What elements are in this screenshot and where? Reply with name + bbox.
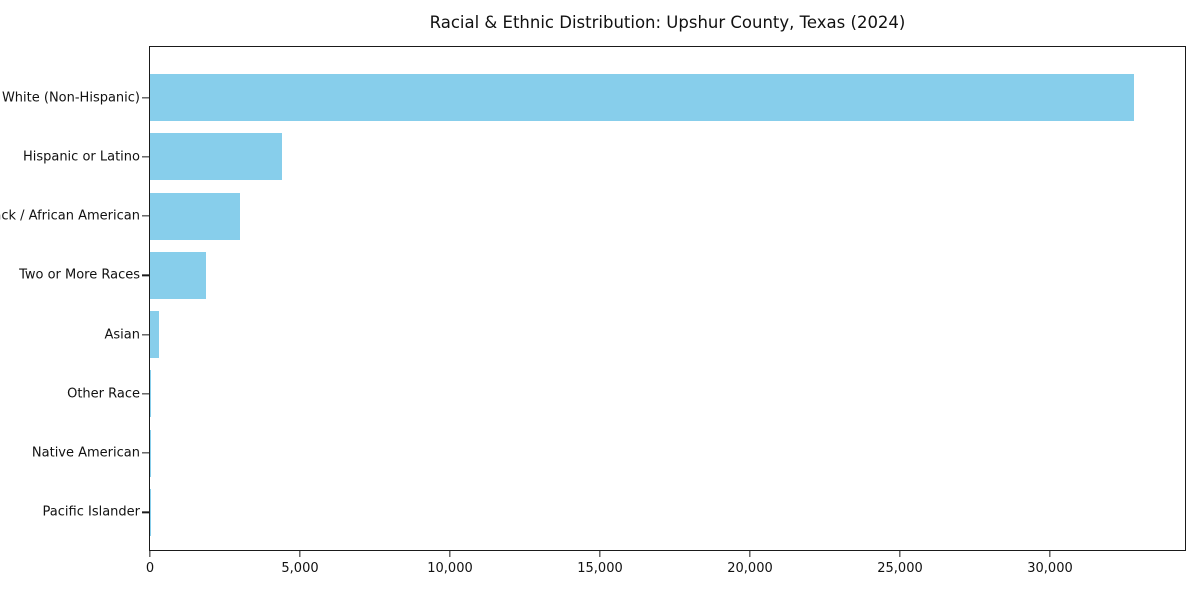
chart-row: Hispanic or Latino [23,127,1185,186]
x-tick-mark [749,551,751,557]
y-tick-label: Hispanic or Latino [22,149,140,165]
x-tick-mark [149,551,151,557]
y-tick-mark [142,274,149,277]
x-tick-label: 0 [145,561,155,576]
x-tick-label: 20,000 [727,561,773,576]
x-axis: 0 5,000 10,000 15,000 20,000 25,000 30,000 [146,47,1185,576]
x-tick-label: 10,000 [427,561,473,576]
bar [150,370,152,418]
x-tick-mark [599,551,601,557]
bar [150,133,282,181]
bar [150,74,1134,122]
y-tick-label: White (Non-Hispanic) [1,90,140,106]
x-tick-label: 25,000 [877,561,923,576]
y-tick-mark [142,333,149,336]
chart-row: Other Race [67,364,1185,423]
y-tick-label: Black / African American [0,208,140,224]
x-tick-mark [899,551,901,557]
bars-container: White (Non-Hispanic) Hispanic or Latino Bl… [0,47,1185,550]
chart-title: Racial & Ethnic Distribution: Upshur Cou… [429,13,906,32]
y-tick-mark [142,156,149,158]
y-tick-mark [142,511,149,514]
chart-row: Asian [105,305,1185,364]
y-tick-mark [142,215,149,217]
x-tick-mark [1049,551,1051,557]
y-tick-label: Asian [104,327,140,343]
plot-area: White (Non-Hispanic) Hispanic or Latino Bl… [0,46,1186,576]
chart-row: Native American [32,424,1185,483]
bar [150,192,240,240]
y-tick-mark [142,393,149,395]
bar [150,251,206,299]
y-tick-label: Other Race [67,386,140,402]
chart-row: Two or More Races [19,246,1185,305]
bar [150,311,159,359]
y-tick-label: Native American [31,445,140,461]
x-tick-label: 30,000 [1027,561,1073,576]
chart-row: White (Non-Hispanic) [2,68,1185,127]
x-tick-label: 15,000 [577,561,623,576]
y-tick-mark [142,452,149,454]
x-tick-label: 5,000 [281,561,319,576]
chart-row: Pacific Islander [43,483,1185,542]
y-tick-label: Pacific Islander [42,504,140,520]
x-tick-mark [449,551,451,557]
y-tick-mark [142,96,149,99]
x-tick-mark [299,551,301,557]
y-tick-label: Two or More Races [19,267,140,283]
chart-row: Black / African American [0,187,1185,246]
